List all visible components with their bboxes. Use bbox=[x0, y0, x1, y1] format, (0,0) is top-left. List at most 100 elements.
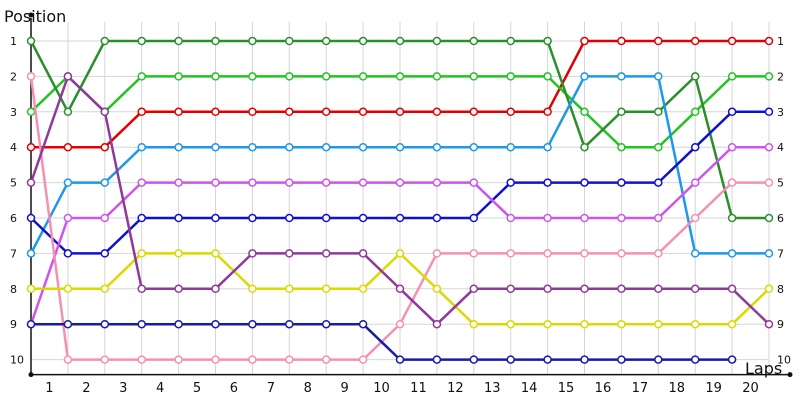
data-point bbox=[432, 107, 442, 117]
data-point bbox=[285, 107, 294, 117]
data-point bbox=[543, 107, 552, 117]
data-point bbox=[580, 178, 589, 187]
data-point bbox=[248, 319, 257, 329]
series bbox=[26, 72, 774, 329]
data-point bbox=[580, 249, 589, 258]
data-point bbox=[580, 355, 589, 364]
data-point bbox=[617, 284, 626, 294]
series-group bbox=[26, 36, 774, 364]
data-point bbox=[211, 284, 220, 294]
data-point bbox=[211, 249, 220, 258]
x-tick-label: 9 bbox=[341, 381, 349, 396]
data-point bbox=[469, 36, 479, 46]
data-point bbox=[580, 36, 589, 46]
data-point bbox=[690, 284, 700, 294]
series bbox=[26, 72, 774, 364]
x-axis-end-marker bbox=[787, 372, 793, 378]
data-point bbox=[137, 72, 146, 81]
data-point bbox=[137, 355, 146, 364]
y-tick-label-right: 1 bbox=[777, 35, 784, 48]
data-point bbox=[174, 36, 183, 46]
data-point bbox=[100, 249, 110, 258]
data-point bbox=[211, 178, 220, 187]
data-point bbox=[469, 213, 479, 223]
data-point bbox=[543, 355, 552, 364]
series bbox=[26, 36, 774, 152]
x-tick-label: 8 bbox=[304, 381, 312, 396]
data-point bbox=[321, 36, 331, 46]
y-axis-end-marker bbox=[28, 12, 34, 18]
data-point bbox=[764, 107, 774, 117]
data-point bbox=[321, 355, 331, 364]
y-tick-label-right: 7 bbox=[777, 247, 784, 260]
data-point bbox=[617, 107, 626, 117]
data-point bbox=[358, 284, 368, 294]
data-point bbox=[690, 72, 700, 81]
data-point bbox=[395, 142, 405, 152]
y-tick-label: 4 bbox=[10, 141, 17, 154]
data-point bbox=[26, 284, 36, 294]
data-point bbox=[26, 107, 36, 117]
y-tick-label-right: 9 bbox=[777, 318, 784, 331]
y-tick-label-right: 2 bbox=[777, 70, 784, 83]
data-point bbox=[727, 213, 737, 223]
data-point bbox=[469, 319, 479, 329]
data-point bbox=[211, 142, 220, 152]
data-point bbox=[469, 284, 479, 294]
data-point bbox=[211, 107, 220, 117]
data-point bbox=[26, 72, 36, 81]
series bbox=[26, 142, 774, 329]
data-point bbox=[764, 142, 774, 152]
x-tick-label: 3 bbox=[119, 381, 127, 396]
data-point bbox=[617, 249, 626, 258]
data-point bbox=[358, 319, 368, 329]
y-tick-label: 8 bbox=[10, 283, 17, 296]
y-tick-label-right: 10 bbox=[777, 354, 791, 367]
data-point bbox=[654, 107, 663, 117]
data-point bbox=[543, 142, 552, 152]
data-point bbox=[727, 142, 737, 152]
data-point bbox=[543, 72, 552, 81]
y-tick-label-right: 8 bbox=[777, 283, 784, 296]
data-point bbox=[727, 72, 737, 81]
data-point bbox=[395, 284, 405, 294]
data-point bbox=[432, 284, 442, 294]
data-point bbox=[248, 249, 257, 258]
data-point bbox=[63, 355, 73, 364]
data-point bbox=[543, 284, 552, 294]
y-tick-label-right: 5 bbox=[777, 177, 784, 190]
data-point bbox=[63, 178, 73, 187]
data-point bbox=[63, 213, 73, 223]
data-point bbox=[395, 72, 405, 81]
data-point bbox=[727, 249, 737, 258]
data-point bbox=[248, 142, 257, 152]
series-line bbox=[31, 322, 733, 361]
data-point bbox=[63, 107, 73, 117]
data-point bbox=[764, 249, 774, 258]
data-point bbox=[764, 178, 774, 187]
data-point bbox=[174, 355, 183, 364]
data-point bbox=[137, 319, 146, 329]
data-point bbox=[654, 355, 663, 364]
data-point bbox=[764, 72, 774, 81]
data-point bbox=[654, 249, 663, 258]
data-point bbox=[137, 284, 146, 294]
x-tick-label: 4 bbox=[156, 381, 164, 396]
data-point bbox=[506, 284, 515, 294]
data-point bbox=[690, 142, 700, 152]
data-point bbox=[395, 355, 405, 364]
series bbox=[26, 249, 774, 329]
data-point bbox=[211, 72, 220, 81]
data-point bbox=[506, 249, 515, 258]
data-point bbox=[174, 72, 183, 81]
data-point bbox=[506, 355, 515, 364]
data-point bbox=[137, 249, 146, 258]
data-point bbox=[174, 249, 183, 258]
data-point bbox=[506, 107, 515, 117]
data-point bbox=[690, 178, 700, 187]
data-point bbox=[580, 72, 589, 81]
data-point bbox=[506, 213, 515, 223]
data-point bbox=[469, 355, 479, 364]
data-point bbox=[617, 36, 626, 46]
data-point bbox=[100, 36, 110, 46]
